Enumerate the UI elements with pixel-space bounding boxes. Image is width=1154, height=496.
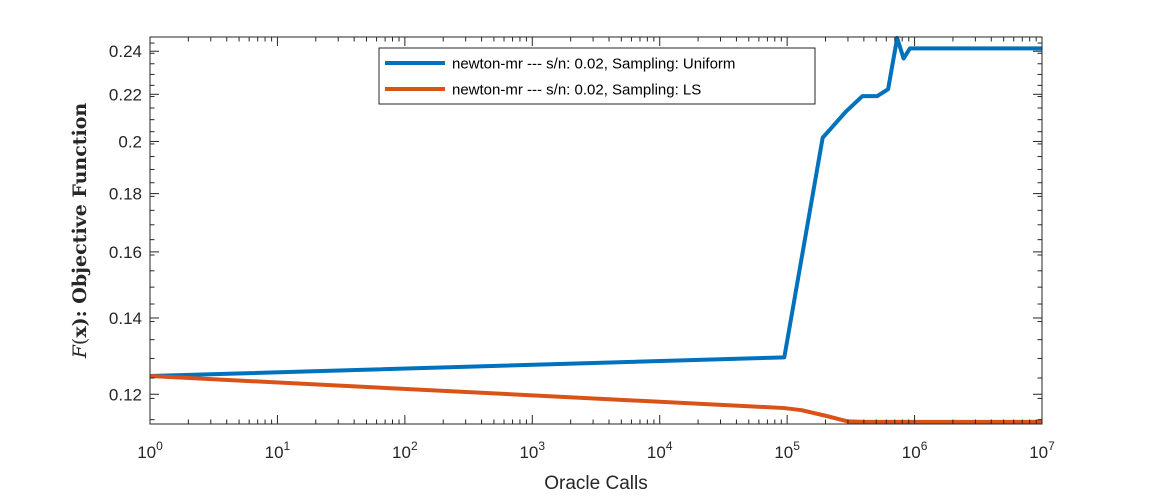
y-axis-label-open: ( <box>69 338 91 345</box>
legend-label-1: newton-mr --- s/n: 0.02, Sampling: Unifo… <box>452 56 735 73</box>
x-tick-label: 107 <box>1029 439 1055 462</box>
x-tick-label: 105 <box>774 439 800 462</box>
y-tick-label: 0.12 <box>109 385 142 404</box>
x-tick-label: 106 <box>902 439 928 462</box>
x-tick-label: 101 <box>265 439 291 462</box>
x-tick-label: 103 <box>519 439 545 462</box>
y-tick-label: 0.2 <box>118 132 142 151</box>
y-tick-label: 0.24 <box>109 42 142 61</box>
x-axis-label: Oracle Calls <box>544 473 647 494</box>
axes-layer: 100 101 102 103 104 105 106 107 0.12 0.14 0.16 0.18… <box>109 36 1055 462</box>
y-tick-label: 0.14 <box>109 309 142 328</box>
x-tick-label: 102 <box>392 439 418 462</box>
y-axis-label-italic: F <box>69 344 91 359</box>
legend-label-2: newton-mr --- s/n: 0.02, Sampling: LS <box>452 82 701 99</box>
axes-box <box>149 36 1043 425</box>
series-line-1 <box>149 36 1042 379</box>
y-axis-label-bold: x <box>69 326 91 338</box>
svg-text:F(x): Objective Function: F(x): Objective Function <box>69 103 91 360</box>
legend-box <box>378 47 816 105</box>
y-axis-label: F(x): Objective Function <box>69 103 91 360</box>
y-tick-label: 0.16 <box>109 243 142 262</box>
x-tick-label: 100 <box>137 439 163 462</box>
y-tick-label: 0.22 <box>109 85 142 104</box>
x-tick-label: 104 <box>647 439 673 462</box>
y-axis-label-rest: ): Objective Function <box>69 103 91 327</box>
y-tick-label: 0.18 <box>109 185 142 204</box>
legend: newton-mr --- s/n: 0.02, Sampling: Unifo… <box>378 47 816 105</box>
